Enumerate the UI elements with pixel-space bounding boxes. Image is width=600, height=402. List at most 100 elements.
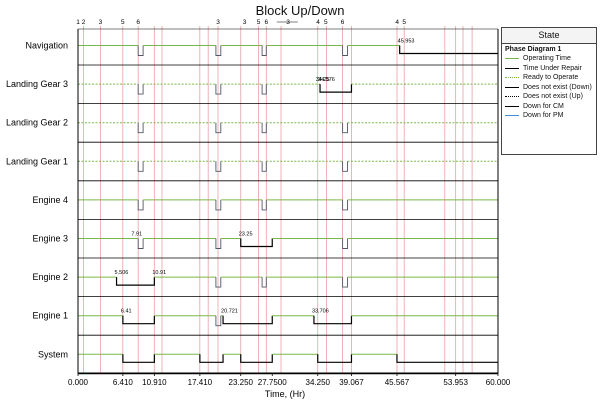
short-outage <box>342 277 348 288</box>
x-tick-label: 39.067 <box>339 378 364 387</box>
short-outage <box>342 238 348 249</box>
legend-label: Does not exist (Up) <box>523 93 583 101</box>
short-outage <box>215 161 222 172</box>
phase-marker: 5 <box>121 19 125 26</box>
short-outage <box>261 84 267 95</box>
x-tick-label: 17.410 <box>188 378 213 387</box>
legend-item: Time Under Repair <box>502 64 596 74</box>
short-outage <box>342 45 348 56</box>
x-tick-label: 10.910 <box>142 378 167 387</box>
x-tick-label: 34.250 <box>306 378 331 387</box>
data-label: 34.25 <box>316 77 330 83</box>
x-tick-label: 0.000 <box>68 378 89 387</box>
legend-items: Operating Time Time Under Repair Ready to … <box>502 54 596 121</box>
down-segment <box>122 315 155 325</box>
short-outage <box>137 45 144 56</box>
lane-engine-2: Engine 2 5.506 10.91 <box>32 270 498 298</box>
x-tick-label: 6.410 <box>113 378 134 387</box>
short-outage <box>137 122 144 134</box>
phase-marker: 6 <box>136 19 140 26</box>
data-label: 5.506 <box>115 270 129 276</box>
x-tick-label: 45.567 <box>385 378 410 387</box>
phase-marker: 3 <box>99 19 103 26</box>
short-outage <box>215 199 222 211</box>
data-label: 45.953 <box>398 39 415 45</box>
down-segment <box>240 354 273 363</box>
data-label: 34.576 <box>318 77 335 83</box>
short-outage <box>215 315 222 327</box>
lane-landing-gear-1: Landing Gear 1 <box>6 156 498 182</box>
lane-label: Engine 4 <box>32 195 68 205</box>
short-outage <box>261 199 267 211</box>
legend-swatch <box>505 96 519 98</box>
phase-marker: 5 <box>257 19 261 26</box>
short-outage <box>215 84 222 95</box>
short-outage <box>137 84 144 95</box>
legend-item: Down for CM <box>502 102 596 112</box>
legend-swatch <box>505 58 519 60</box>
legend-swatch <box>505 115 519 117</box>
phase-marker: 5 <box>324 19 328 26</box>
lane-engine-1: Engine 1 6.41 20.721 33.706 <box>32 309 498 336</box>
phase-marker: 3 <box>286 19 290 26</box>
x-tick-label: 27.7500 <box>258 378 287 387</box>
short-outage <box>261 161 267 172</box>
x-axis: 0.000 6.410 10.910 17.410 23.250 27.7500 34.25… <box>68 28 511 387</box>
down-segment <box>317 354 353 363</box>
legend-label: Down for PM <box>523 112 564 120</box>
down-segment <box>313 315 353 325</box>
data-label: 10.91 <box>152 270 166 276</box>
short-outage <box>137 238 144 249</box>
legend-item: Down for PM <box>502 111 596 121</box>
down-segment <box>396 354 498 363</box>
lane-engine-4: Engine 4 <box>32 195 498 220</box>
short-outage <box>261 277 267 288</box>
legend-swatch <box>505 67 519 69</box>
data-label: 6.41 <box>121 309 132 315</box>
lane-label: Engine 1 <box>32 311 68 321</box>
short-outage <box>342 122 348 134</box>
phase-marker: 6 <box>264 19 268 26</box>
lane-label: Engine 2 <box>32 272 68 282</box>
legend-swatch <box>505 86 519 88</box>
phase-marker: 4 <box>395 19 399 26</box>
short-outage <box>215 238 222 249</box>
short-outage <box>215 45 222 56</box>
down-segment <box>319 84 353 93</box>
x-axis-label: Time, (Hr) <box>265 389 305 399</box>
x-tick-label: 53.953 <box>443 378 468 387</box>
short-outage <box>137 199 144 211</box>
short-outage <box>342 199 348 211</box>
down-segment <box>399 45 498 55</box>
lane-label: Landing Gear 3 <box>6 79 68 89</box>
phase-marker: 1 <box>76 19 80 26</box>
lanes: Navigation 45.953 Landing Gear 3 34.2534.57… <box>6 39 498 375</box>
legend-title: State <box>502 28 596 44</box>
lane-label: System <box>38 349 68 359</box>
short-outage <box>215 277 222 288</box>
phase-marker: 5 <box>402 19 406 26</box>
chart-title: Block Up/Down <box>255 3 345 18</box>
lane-navigation: Navigation 45.953 <box>25 39 498 66</box>
legend-subtitle: Phase Diagram 1 <box>505 46 562 53</box>
down-segment <box>115 277 155 286</box>
data-label: 33.706 <box>312 309 329 315</box>
x-tick-label: 23.250 <box>229 378 254 387</box>
legend-item: Ready to Operate <box>502 73 596 83</box>
data-label: 23.25 <box>239 232 253 238</box>
data-label: 20.721 <box>221 309 238 315</box>
phase-marker: 4 <box>316 19 320 26</box>
legend-label: Operating Time <box>523 55 571 63</box>
phase-marker: 3 <box>216 19 220 26</box>
x-tick-label: 60.000 <box>486 378 511 387</box>
phase-marker: 2 <box>82 19 86 26</box>
short-outage <box>261 122 267 134</box>
legend-label: Does not exist (Down) <box>523 83 592 91</box>
legend-item: Operating Time <box>502 54 596 64</box>
legend-item: Does not exist (Down) <box>502 83 596 93</box>
lane-landing-gear-2: Landing Gear 2 <box>6 118 498 143</box>
phase-marker: 3 <box>243 19 247 26</box>
